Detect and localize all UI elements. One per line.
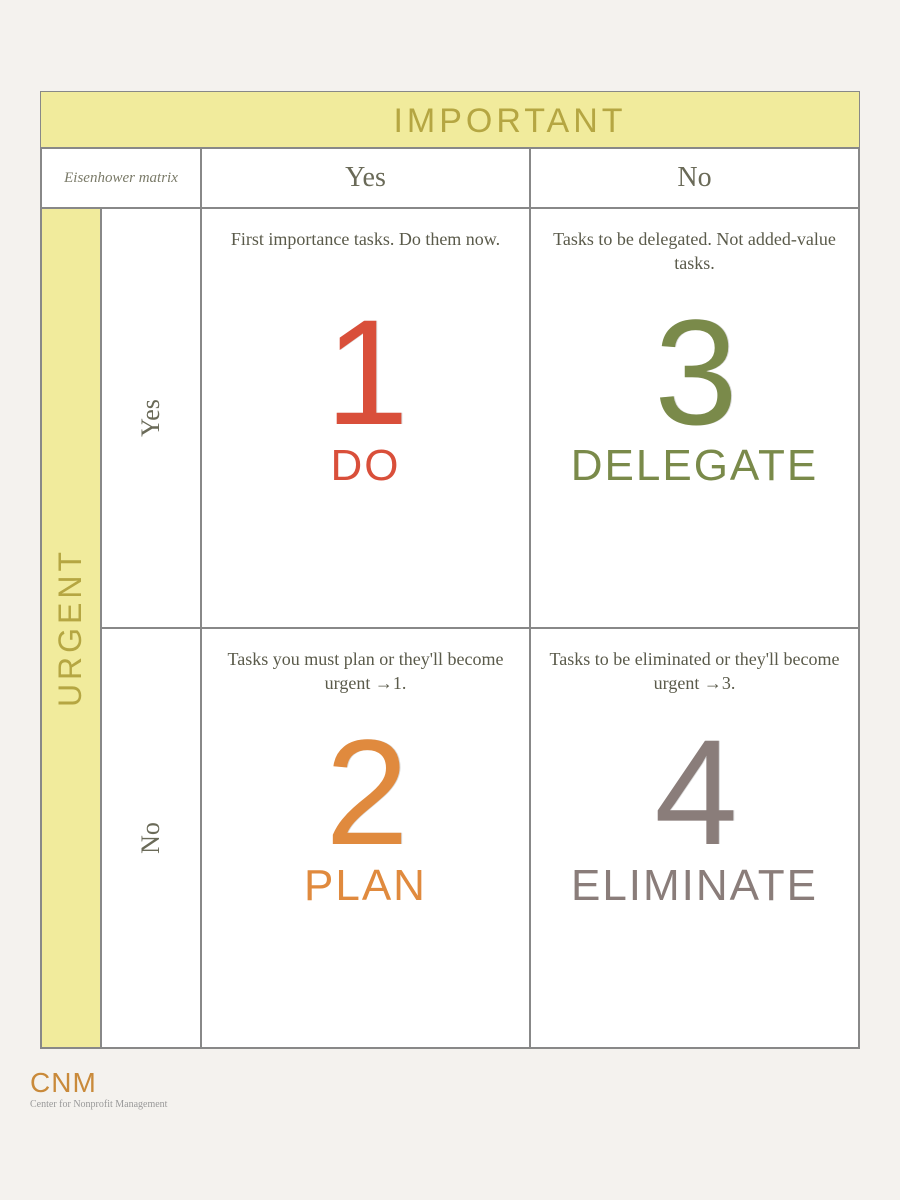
side-axis-header: URGENT <box>41 208 101 1048</box>
eisenhower-matrix: IMPORTANT Eisenhower matrix Yes No URGEN… <box>40 91 860 1049</box>
quadrant-desc: First importance tasks. Do them now. <box>231 227 500 281</box>
side-axis-label: URGENT <box>53 548 90 707</box>
quadrant-number: 1 <box>325 305 405 440</box>
quadrant-action: PLAN <box>304 864 427 908</box>
quadrant-number: 4 <box>654 725 734 860</box>
quadrant-action: DELEGATE <box>571 444 818 488</box>
quadrant-desc: Tasks you must plan or they'll become ur… <box>216 647 515 701</box>
footer-subtitle: Center for Nonprofit Management <box>30 1099 167 1110</box>
col-header-yes: Yes <box>201 148 530 208</box>
quadrant-desc: Tasks to be delegated. Not added-value t… <box>545 227 844 281</box>
quadrant-action: DO <box>331 444 401 488</box>
footer-logo: CNM Center for Nonprofit Management <box>30 1067 167 1110</box>
top-axis-header: IMPORTANT <box>41 92 859 148</box>
quadrant-number: 3 <box>654 305 734 440</box>
top-axis-label: IMPORTANT <box>393 102 626 140</box>
quadrant-eliminate: Tasks to be eliminated or they'll become… <box>530 628 859 1048</box>
col-header-no: No <box>530 148 859 208</box>
quadrant-delegate: Tasks to be delegated. Not added-value t… <box>530 208 859 628</box>
quadrant-number: 2 <box>325 725 405 860</box>
quadrant-plan: Tasks you must plan or they'll become ur… <box>201 628 530 1048</box>
quadrant-action: ELIMINATE <box>571 864 818 908</box>
row-header-yes: Yes <box>101 208 201 628</box>
corner-title: Eisenhower matrix <box>41 148 201 208</box>
footer-abbr: CNM <box>30 1067 167 1099</box>
matrix-grid: Eisenhower matrix Yes No URGENT Yes Firs… <box>41 148 859 1048</box>
quadrant-do: First importance tasks. Do them now. 1 D… <box>201 208 530 628</box>
quadrant-desc: Tasks to be eliminated or they'll become… <box>545 647 844 701</box>
row-header-no: No <box>101 628 201 1048</box>
